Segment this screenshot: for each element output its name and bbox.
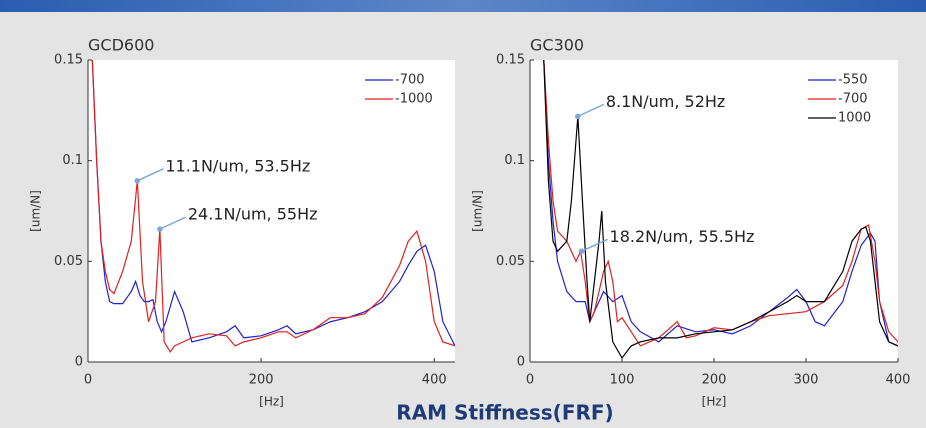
y-tick-label: 0.15 — [496, 53, 525, 68]
annotation: 8.1N/um, 52Hz — [606, 92, 726, 111]
annotation: 18.2N/um, 55.5Hz — [610, 227, 755, 246]
plot-area — [88, 60, 455, 362]
annotation-leader — [577, 103, 605, 118]
x-tick-label: 300 — [794, 373, 819, 388]
y-tick-label: 0.15 — [54, 53, 83, 68]
legend-label: -700 — [838, 92, 868, 107]
x-axis-label: [Hz] — [702, 395, 727, 409]
chart-title: GC300 — [530, 36, 584, 55]
series-line — [543, 60, 898, 347]
annotation-dot — [575, 113, 581, 120]
x-tick-label: 0 — [526, 373, 534, 388]
annotation-leader — [159, 216, 187, 230]
y-tick-label: 0.1 — [62, 153, 83, 168]
y-tick-label: 0.05 — [496, 254, 525, 269]
x-tick-label: 200 — [702, 373, 727, 388]
x-tick-label: 100 — [610, 373, 635, 388]
legend-label: 1000 — [838, 111, 871, 126]
chart-title: GCD600 — [88, 36, 154, 55]
y-tick-label: 0.1 — [504, 153, 525, 168]
annotation-dot — [157, 226, 163, 232]
y-axis-label: [um/N] — [29, 190, 43, 232]
annotation: 24.1N/um, 55Hz — [188, 205, 318, 224]
annotation-leader — [137, 168, 164, 182]
annotation-leader — [581, 238, 608, 252]
caption: RAM Stiffness(FRF) — [396, 401, 613, 425]
x-tick-label: 0 — [84, 373, 92, 388]
series-line — [91, 60, 455, 354]
annotation-dot — [578, 248, 585, 255]
legend-label: -700 — [395, 73, 425, 88]
legend-label: -1000 — [395, 92, 433, 107]
x-axis-label: [Hz] — [259, 395, 284, 409]
series-line — [91, 60, 455, 347]
legend-label: -550 — [838, 73, 868, 88]
y-tick-label: 0 — [75, 355, 83, 370]
annotation: 11.1N/um, 53.5Hz — [165, 156, 310, 175]
annotation-dot — [134, 178, 141, 184]
y-tick-label: 0.05 — [54, 254, 83, 269]
y-tick-label: 0 — [517, 355, 525, 370]
y-axis-label: [um/N] — [471, 190, 485, 232]
x-tick-label: 200 — [249, 373, 274, 388]
x-tick-label: 400 — [886, 373, 911, 388]
x-tick-label: 400 — [422, 373, 447, 388]
series-line — [543, 60, 898, 360]
top-banner — [0, 0, 926, 12]
